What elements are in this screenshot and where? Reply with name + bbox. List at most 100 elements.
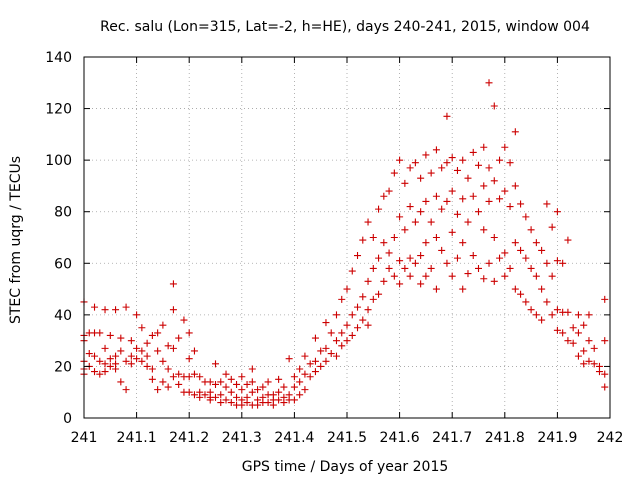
- data-point: [380, 239, 388, 247]
- data-point: [127, 337, 135, 345]
- data-point: [96, 370, 104, 378]
- data-point: [180, 316, 188, 324]
- data-point: [175, 334, 183, 342]
- data-point: [117, 378, 125, 386]
- data-point: [143, 362, 151, 370]
- data-point: [222, 383, 230, 391]
- data-point: [390, 272, 398, 280]
- data-point: [296, 391, 304, 399]
- data-point: [290, 373, 298, 381]
- data-point: [601, 370, 609, 378]
- data-point: [185, 329, 193, 337]
- data-point: [532, 311, 540, 319]
- data-point: [496, 254, 504, 262]
- data-point: [222, 396, 230, 404]
- data-point: [443, 112, 451, 120]
- data-point: [212, 393, 219, 401]
- data-point: [585, 337, 593, 345]
- data-point: [490, 177, 498, 185]
- data-point: [222, 370, 230, 378]
- data-point: [385, 264, 393, 272]
- data-point: [532, 272, 540, 280]
- data-point: [185, 373, 193, 381]
- data-point: [559, 259, 567, 267]
- data-point: [364, 321, 372, 329]
- data-point: [543, 298, 551, 306]
- data-point: [453, 210, 461, 218]
- y-tick-label: 80: [54, 205, 72, 221]
- data-point: [112, 365, 120, 373]
- data-point: [327, 329, 335, 337]
- data-point: [427, 218, 435, 226]
- y-tick-label: 60: [54, 256, 72, 272]
- y-tick-label: 120: [45, 102, 72, 118]
- data-point: [301, 370, 309, 378]
- data-point: [459, 285, 467, 293]
- data-point: [506, 159, 514, 167]
- data-point: [206, 378, 214, 386]
- data-point: [448, 187, 456, 195]
- data-point: [427, 264, 435, 272]
- data-point: [417, 252, 425, 260]
- data-point: [432, 285, 440, 293]
- data-point: [96, 329, 104, 337]
- data-point: [254, 386, 262, 394]
- data-point: [527, 306, 535, 314]
- data-point: [396, 257, 404, 265]
- data-point: [564, 308, 572, 316]
- data-point: [548, 272, 556, 280]
- data-point: [164, 342, 172, 350]
- data-point: [306, 360, 314, 368]
- data-point: [164, 365, 172, 373]
- data-point: [480, 182, 488, 190]
- data-point: [127, 360, 135, 368]
- data-point: [206, 396, 214, 404]
- data-point: [264, 378, 272, 386]
- data-point: [190, 370, 198, 378]
- data-point: [401, 179, 409, 187]
- data-point: [143, 339, 151, 347]
- data-point: [485, 164, 493, 172]
- data-point: [159, 378, 167, 386]
- data-point: [290, 383, 298, 391]
- data-point: [91, 368, 99, 376]
- data-point: [580, 321, 588, 329]
- data-point: [601, 383, 609, 391]
- data-point: [296, 365, 304, 373]
- data-point: [148, 365, 156, 373]
- data-point: [580, 347, 588, 355]
- x-axis-ticks: 241 241.1 241.2 241.3 241.4 241.5 241.6 241.7 24…: [71, 57, 623, 446]
- data-point: [511, 285, 519, 293]
- x-tick-label: 241.3: [222, 430, 262, 446]
- data-point: [569, 324, 577, 332]
- data-point: [122, 357, 130, 365]
- data-point: [112, 352, 120, 360]
- data-point: [106, 362, 114, 370]
- data-point: [543, 200, 551, 208]
- data-point: [332, 352, 340, 360]
- data-point: [396, 213, 404, 221]
- data-point: [143, 352, 151, 360]
- data-point: [548, 223, 556, 231]
- data-point: [359, 316, 367, 324]
- data-point: [227, 399, 235, 407]
- data-point: [511, 239, 519, 247]
- data-point: [538, 246, 546, 254]
- data-point: [564, 236, 572, 244]
- x-tick-label: 241.1: [117, 430, 157, 446]
- data-point: [522, 213, 530, 221]
- x-tick-label: 241.5: [327, 430, 367, 446]
- data-point: [233, 393, 241, 401]
- data-point: [532, 239, 540, 247]
- data-point: [411, 218, 419, 226]
- data-point: [101, 360, 109, 368]
- data-point: [485, 259, 493, 267]
- data-point: [448, 154, 456, 162]
- data-point: [490, 102, 498, 110]
- data-point: [406, 203, 414, 211]
- data-point: [133, 344, 141, 352]
- data-point: [96, 357, 104, 365]
- data-point: [538, 316, 546, 324]
- data-point: [290, 396, 298, 404]
